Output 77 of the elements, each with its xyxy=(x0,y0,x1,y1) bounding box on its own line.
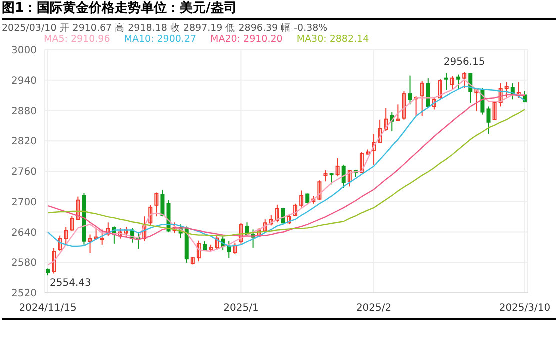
candlestick xyxy=(215,236,220,250)
candlestick xyxy=(360,152,364,174)
annotation: 2956.15 xyxy=(442,57,486,68)
candlestick xyxy=(275,204,280,224)
candlestick xyxy=(378,119,382,144)
x-tick-label: 2025/2 xyxy=(356,303,392,314)
candlestick xyxy=(486,106,491,135)
candlestick xyxy=(148,204,153,226)
annotation: 2554.43 xyxy=(50,278,92,289)
text: 2025/03/10 开 2910.67 高 2918.18 收 2897.19 低 2896.39 幅 -0.38% xyxy=(2,22,328,35)
y-tick-label: 3000 xyxy=(12,46,37,57)
candlestick xyxy=(456,74,461,90)
text: MA30: 2882.14 xyxy=(296,34,370,45)
y-tick-label: 2520 xyxy=(12,288,37,300)
candlestick xyxy=(269,215,274,226)
candlestick xyxy=(498,82,503,108)
candlestick xyxy=(402,91,406,120)
candlestick xyxy=(106,222,110,237)
candlestick xyxy=(474,87,479,112)
candlestick xyxy=(288,214,292,225)
candlestick xyxy=(88,234,92,254)
candlestick xyxy=(384,108,388,132)
x-tick-label: 2025/1 xyxy=(224,303,259,314)
candlestick xyxy=(64,226,68,246)
candlestick xyxy=(372,134,376,166)
y-tick-label: 2760 xyxy=(12,167,37,178)
candlestick xyxy=(124,226,128,238)
y-tick-label: 2940 xyxy=(12,76,37,87)
text: MA10: 2900.27 xyxy=(124,34,197,45)
candlestick xyxy=(294,203,298,218)
y-tick-label: 2640 xyxy=(12,228,37,239)
candlestick xyxy=(324,170,328,182)
candlestick xyxy=(432,98,436,110)
y-tick-label: 2580 xyxy=(12,258,37,270)
candlestick xyxy=(300,190,304,208)
candlestick xyxy=(118,228,122,240)
candlestick xyxy=(348,169,352,188)
x-tick-label: 2025/3/10 xyxy=(499,303,551,314)
candlestick xyxy=(336,158,340,178)
candlestick xyxy=(160,190,165,218)
candlestick xyxy=(58,235,62,252)
chart-title: 图1：国际黄金价格走势单位：美元/盎司 xyxy=(2,0,556,20)
candlestick xyxy=(444,72,448,90)
y-tick-label: 2820 xyxy=(12,136,37,148)
candlestick xyxy=(408,75,412,106)
candlestick xyxy=(172,222,177,234)
candlestick xyxy=(438,78,442,100)
candlestick xyxy=(196,240,201,262)
candlestick xyxy=(462,72,467,88)
y-tick-label: 2880 xyxy=(12,106,37,118)
candlestick xyxy=(414,96,418,117)
candlestick xyxy=(342,164,346,189)
candlestick xyxy=(142,216,147,242)
candlestick xyxy=(263,219,268,234)
candlestick xyxy=(76,196,80,221)
candlestick xyxy=(233,242,238,256)
candlestick xyxy=(318,180,322,201)
candlestick xyxy=(52,248,56,274)
x-tick-label: 2024/11/15 xyxy=(19,303,77,314)
candlestick xyxy=(100,229,104,246)
candlestick xyxy=(257,228,262,238)
text: MA20: 2910.20 xyxy=(210,34,283,45)
candlestick xyxy=(154,192,159,218)
text: MA5: 2910.96 xyxy=(44,34,110,45)
candlestick xyxy=(516,82,521,99)
candlestick xyxy=(227,240,232,259)
candlestick xyxy=(420,80,424,117)
candlestick xyxy=(70,216,74,232)
candlestick xyxy=(492,101,497,121)
candlestick xyxy=(504,82,509,99)
candlestick xyxy=(239,222,244,244)
y-tick-label: 2700 xyxy=(12,197,37,208)
candlestick xyxy=(450,76,455,90)
candlestick xyxy=(94,228,98,240)
candlestick xyxy=(330,172,334,186)
candlestick xyxy=(426,78,430,109)
candlestick xyxy=(396,104,400,122)
